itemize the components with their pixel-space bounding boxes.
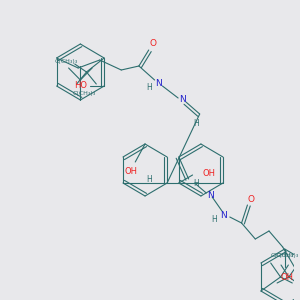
- Text: C(CH₃)₃: C(CH₃)₃: [55, 59, 78, 64]
- Text: N: N: [155, 80, 162, 88]
- Text: H: H: [211, 214, 217, 224]
- Text: N: N: [179, 95, 185, 104]
- Text: H: H: [194, 178, 200, 188]
- Text: O: O: [248, 194, 255, 203]
- Text: H: H: [193, 119, 199, 128]
- Text: HO: HO: [74, 82, 87, 91]
- Text: C(CH₃)₃: C(CH₃)₃: [271, 253, 294, 257]
- Text: C(CH₃)₃: C(CH₃)₃: [275, 253, 298, 257]
- Text: OH: OH: [202, 169, 215, 178]
- Text: N: N: [207, 190, 214, 200]
- Text: H: H: [146, 83, 152, 92]
- Text: N: N: [220, 211, 227, 220]
- Text: H: H: [146, 176, 152, 184]
- Text: O: O: [149, 40, 156, 49]
- Text: OH: OH: [125, 167, 138, 176]
- Text: OH: OH: [280, 272, 293, 281]
- Text: C(CH₃)₃: C(CH₃)₃: [73, 92, 96, 97]
